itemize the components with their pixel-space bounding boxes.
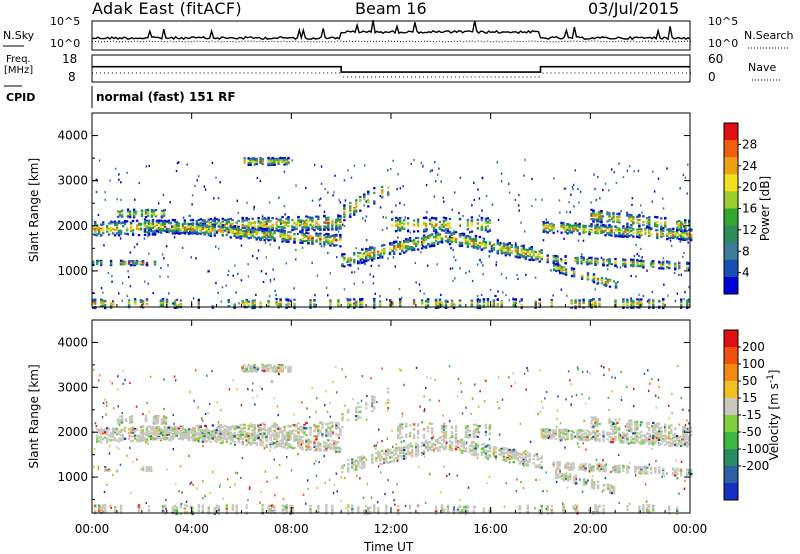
velocity-colorbar-tick-label: -100: [742, 442, 769, 456]
power-ylabel: Slant Range [km]: [27, 158, 41, 262]
power-colorbar-swatch: [724, 191, 738, 209]
power-colorbar-swatch: [724, 225, 738, 244]
velocity-colorbar-swatch: [724, 415, 738, 433]
velocity-ytick-label: 3000: [57, 380, 88, 394]
velocity-colorbar-tick-label: -50: [742, 425, 762, 439]
nsearch-trace: [92, 40, 691, 43]
power-colorbar-tick-label: 4: [742, 266, 750, 280]
power-colorbar-tick-label: 20: [742, 180, 757, 194]
nsky-tick-high: 10^5: [50, 15, 81, 28]
date-label: 03/Jul/2015: [588, 0, 680, 18]
frequency-series-line: [92, 65, 690, 73]
power-colorbar-label: Power [dB]: [758, 176, 772, 241]
power-ytick-label: 2000: [57, 219, 88, 233]
power-colorbar-swatch: [724, 123, 738, 141]
power-colorbar-swatch: [724, 157, 738, 175]
x-tick-label: 08:00: [274, 522, 309, 536]
power-colorbar-swatch: [724, 276, 738, 295]
cpid-label: CPID: [6, 91, 36, 104]
nsearch-tick-high: 10^5: [708, 15, 739, 28]
nave-tick-low: 0: [708, 70, 716, 84]
power-colorbar-swatch: [724, 259, 738, 278]
nsky-tick-low: 10^0: [50, 37, 81, 50]
power-ytick-label: 4000: [57, 129, 88, 143]
velocity-colorbar-tick-label: 50: [742, 374, 757, 388]
power-colorbar-swatch: [724, 208, 738, 227]
velocity-colorbar-swatch: [724, 449, 738, 467]
velocity-colorbar-tick-label: 200: [742, 340, 765, 354]
velocity-colorbar-swatch: [724, 398, 738, 416]
freq-panel-frame: [91, 54, 691, 83]
nsky-label: N.Sky: [3, 29, 35, 42]
velocity-colorbar-swatch: [724, 347, 738, 365]
freq-unit-label: [MHz]: [4, 65, 34, 76]
power-colorbar-tick-label: 8: [742, 244, 750, 258]
x-tick-label: 16:00: [473, 522, 508, 536]
velocity-ylabel: Slant Range [km]: [27, 364, 41, 468]
nave-series-dots: [92, 72, 691, 78]
beam-label: Beam 16: [355, 0, 427, 18]
velocity-ytick-label: 1000: [57, 470, 88, 484]
x-axis-label: Time UT: [364, 540, 414, 554]
power-colorbar-swatch: [724, 174, 738, 192]
x-tick-label: 20:00: [573, 522, 608, 536]
freq-tick-low: 8: [68, 70, 76, 84]
power-colorbar-tick-label: 28: [742, 137, 757, 151]
velocity-colorbar-tick-label: 15: [742, 391, 757, 405]
figure-title: Adak East (fitACF): [92, 0, 242, 18]
power-colorbar-tick-label: 24: [742, 159, 757, 173]
x-tick-label: 04:00: [174, 522, 209, 536]
velocity-colorbar-swatch: [724, 330, 738, 348]
velocity-colorbar-swatch: [724, 364, 738, 382]
power-colorbar-swatch: [724, 242, 738, 261]
nsky-panel-frame: [91, 20, 691, 51]
velocity-colorbar-swatch: [724, 483, 738, 501]
x-tick-label: 00:00: [75, 522, 110, 536]
power-colorbar-swatch: [724, 140, 738, 158]
velocity-ytick-label: 2000: [57, 425, 88, 439]
x-tick-label: 12:00: [374, 522, 409, 536]
nsearch-label: N.Search: [744, 29, 794, 42]
power-ytick-label: 3000: [57, 174, 88, 188]
power-colorbar-tick-label: 12: [742, 223, 757, 237]
freq-label: Freq.: [6, 54, 31, 65]
velocity-colorbar-swatch: [724, 466, 738, 484]
nave-label: Nave: [748, 61, 777, 74]
power-heatmap-cells: [92, 156, 693, 310]
velocity-colorbar-tick-label: 100: [742, 357, 765, 371]
velocity-colorbar-tick-label: -15: [742, 408, 762, 422]
velocity-colorbar-swatch: [724, 432, 738, 450]
nave-tick-high: 60: [708, 52, 724, 66]
velocity-colorbar-tick-label: -200: [742, 459, 769, 473]
power-colorbar-tick-label: 16: [742, 202, 757, 216]
velocity-colorbar-swatch: [724, 381, 738, 399]
nsearch-tick-low: 10^0: [708, 37, 739, 50]
velocity-ytick-label: 4000: [57, 335, 88, 349]
nsky-trace: [91, 19, 691, 41]
power-ytick-label: 1000: [57, 264, 88, 278]
velocity-colorbar-label: Velocity [m s-1]: [766, 370, 781, 461]
freq-tick-high: 18: [62, 52, 78, 66]
velocity-heatmap-cells: [92, 363, 693, 516]
x-tick-label: 00:00: [673, 522, 708, 536]
cpid-text: normal (fast) 151 RF: [96, 90, 236, 104]
velocity-panel-frame: [91, 319, 691, 514]
